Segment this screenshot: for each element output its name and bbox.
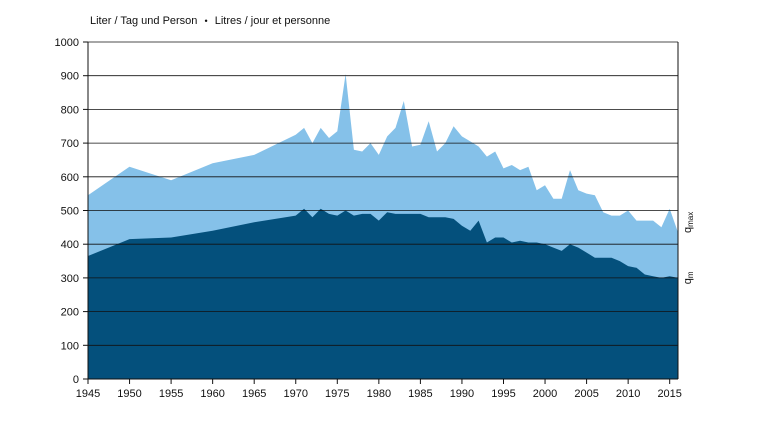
y-tick-label-0: 0 [73, 374, 79, 386]
x-tick-label-1955: 1955 [159, 388, 183, 400]
y-tick-label-200: 200 [61, 307, 79, 319]
series-label-text-qmax: qmax [682, 212, 695, 233]
x-tick-label-1970: 1970 [284, 388, 308, 400]
unit-label-de: Liter / Tag und Person [90, 15, 198, 27]
x-tick-label-1985: 1985 [408, 388, 432, 400]
y-tick-label-400: 400 [61, 239, 79, 251]
y-tick-label-100: 100 [61, 340, 79, 352]
x-tick-label-1965: 1965 [242, 388, 266, 400]
x-tick-label-1990: 1990 [450, 388, 474, 400]
y-unit-label: Liter / Tag und Person • Litres / jour e… [90, 15, 330, 27]
x-tick-label-1960: 1960 [200, 388, 224, 400]
x-axis: 1945 1950 1955 1960 1965 1970 1975 1980 1985 1990… [76, 379, 682, 400]
y-tick-label-800: 800 [61, 104, 79, 116]
y-axis: 0 100 200 300 400 500 600 700 800 900 1000 [55, 37, 88, 386]
series-label-text-qm: qm [682, 271, 695, 284]
series-label-qmax: qmax [682, 212, 695, 233]
series-area-qm [88, 208, 678, 379]
y-tick-label-900: 900 [61, 71, 79, 83]
x-tick-label-1975: 1975 [325, 388, 349, 400]
x-tick-label-1945: 1945 [76, 388, 100, 400]
series-labels: qmax qm [682, 212, 695, 285]
x-tick-label-2005: 2005 [574, 388, 598, 400]
series-label-qm: qm [682, 271, 695, 284]
x-tick-label-1995: 1995 [491, 388, 515, 400]
y-tick-label-600: 600 [61, 172, 79, 184]
x-tick-label-1980: 1980 [367, 388, 391, 400]
y-tick-label-700: 700 [61, 138, 79, 150]
x-tick-label-1950: 1950 [117, 388, 141, 400]
y-tick-label-500: 500 [61, 206, 79, 218]
y-tick-label-1000: 1000 [55, 37, 79, 49]
x-tick-label-2015: 2015 [657, 388, 681, 400]
gridlines [88, 41, 678, 346]
series-areas [88, 74, 678, 379]
y-tick-label-300: 300 [61, 273, 79, 285]
unit-label-fr: Litres / jour et personne [214, 15, 331, 27]
unit-separator: • [204, 16, 208, 26]
x-tick-label-2000: 2000 [533, 388, 557, 400]
x-tick-label-2010: 2010 [616, 388, 640, 400]
